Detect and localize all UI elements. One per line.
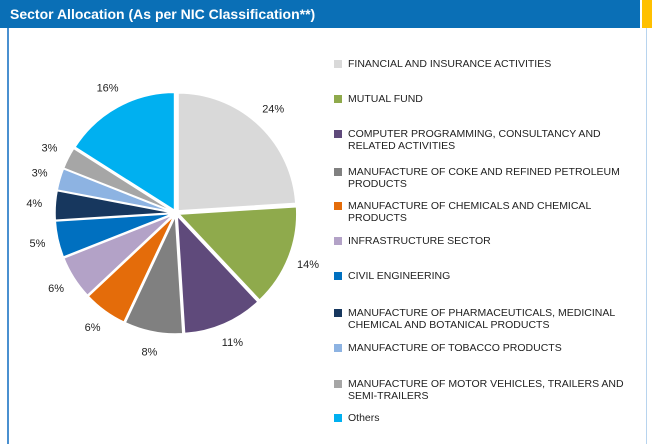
frame-left — [7, 28, 9, 444]
slice-label: 4% — [26, 198, 42, 210]
pie-slice — [87, 214, 175, 324]
legend-label: MANUFACTURE OF PHARMACEUTICALS, MEDICINA… — [348, 307, 615, 331]
legend-swatch — [334, 130, 342, 138]
legend-swatch — [334, 380, 342, 388]
slice-label: 5% — [29, 238, 45, 250]
legend-swatch — [334, 272, 342, 280]
legend-item: FINANCIAL AND INSURANCE ACTIVITIES — [334, 58, 634, 70]
slice-label: 6% — [48, 283, 64, 295]
legend-item: MANUFACTURE OF MOTOR VEHICLES, TRAILERS … — [334, 378, 634, 402]
legend-item: MANUFACTURE OF CHEMICALS AND CHEMICAL PR… — [334, 200, 634, 224]
legend-item: Others — [334, 412, 634, 424]
pie-slice — [177, 205, 298, 302]
slice-label: 16% — [97, 82, 119, 94]
frame-right — [646, 28, 647, 444]
legend-item: INFRASTRUCTURE SECTOR — [334, 235, 634, 247]
header-accent — [642, 0, 652, 28]
legend-swatch — [334, 309, 342, 317]
legend-swatch — [334, 237, 342, 245]
legend-swatch — [334, 202, 342, 210]
pie-slice — [124, 215, 184, 335]
legend-swatch — [334, 95, 342, 103]
legend-swatch — [334, 344, 342, 352]
legend-swatch — [334, 60, 342, 68]
slice-label: 11% — [222, 337, 243, 349]
legend-swatch — [334, 168, 342, 176]
legend-label: MANUFACTURE OF MOTOR VEHICLES, TRAILERS … — [348, 378, 624, 402]
pie-slice — [73, 91, 176, 212]
pie-slice — [62, 147, 174, 213]
pie-slice — [176, 213, 260, 335]
legend-label: CIVIL ENGINEERING — [348, 270, 451, 282]
slice-label: 3% — [32, 167, 48, 179]
legend-label: Others — [348, 412, 380, 424]
legend-label: MANUFACTURE OF COKE AND REFINED PETROLEU… — [348, 166, 620, 190]
legend-label: COMPUTER PROGRAMMING, CONSULTANCY AND RE… — [348, 128, 601, 152]
legend-item: MUTUAL FUND — [334, 93, 634, 105]
slice-label: 14% — [297, 259, 319, 271]
legend-label: MANUFACTURE OF CHEMICALS AND CHEMICAL PR… — [348, 200, 591, 224]
slice-label: 6% — [85, 322, 101, 334]
pie-slice — [62, 213, 174, 297]
legend-item: CIVIL ENGINEERING — [334, 270, 634, 282]
legend-label: MUTUAL FUND — [348, 93, 423, 105]
legend-label: INFRASTRUCTURE SECTOR — [348, 235, 491, 247]
legend-item: COMPUTER PROGRAMMING, CONSULTANCY AND RE… — [334, 128, 634, 152]
pie-slice — [177, 92, 297, 212]
legend-item: MANUFACTURE OF COKE AND REFINED PETROLEU… — [334, 166, 634, 190]
legend-label: MANUFACTURE OF TOBACCO PRODUCTS — [348, 342, 562, 354]
legend-swatch — [334, 414, 342, 422]
legend-label: FINANCIAL AND INSURANCE ACTIVITIES — [348, 58, 552, 70]
pie-chart: 24% 14% 11% 8% 6% 6% 5% 4% 3% 3% 16% — [26, 82, 319, 358]
legend-item: MANUFACTURE OF TOBACCO PRODUCTS — [334, 342, 634, 354]
pie-slice — [54, 212, 174, 259]
slice-label: 8% — [141, 346, 157, 358]
legend-item: MANUFACTURE OF PHARMACEUTICALS, MEDICINA… — [334, 307, 634, 331]
slice-label: 3% — [42, 142, 58, 154]
slice-label: 24% — [262, 103, 284, 115]
header: Sector Allocation (As per NIC Classifica… — [0, 0, 640, 28]
